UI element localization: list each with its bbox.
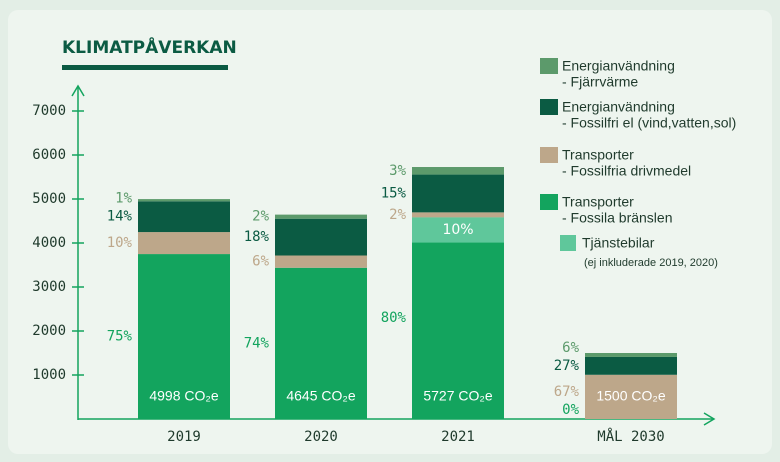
- total-label: 5727 CO₂e: [423, 388, 492, 404]
- bar-segment: [138, 201, 230, 233]
- overlay-label: 10%: [442, 222, 473, 238]
- legend-detail: - Fossila bränslen: [562, 210, 673, 226]
- x-tick-label: 2021: [441, 429, 475, 445]
- bar-segment: [412, 167, 504, 175]
- percent-label: 10%: [107, 235, 133, 251]
- percent-label: 2%: [252, 209, 269, 225]
- bar-segment: [412, 217, 504, 419]
- legend-detail: (ej inkluderade 2019, 2020): [584, 257, 718, 269]
- percent-label: 6%: [252, 254, 269, 270]
- legend-swatch: [540, 58, 558, 74]
- percent-label: 74%: [244, 335, 270, 351]
- x-tick-label: 2019: [167, 429, 201, 445]
- y-tick-label: 3000: [32, 279, 66, 295]
- y-tick-label: 4000: [32, 235, 66, 251]
- y-tick-label: 6000: [32, 147, 66, 163]
- y-tick-label: 7000: [32, 103, 66, 119]
- percent-label: 67%: [554, 384, 580, 400]
- percent-label: 1%: [115, 191, 132, 207]
- percent-label: 80%: [381, 310, 407, 326]
- total-label: 4645 CO₂e: [286, 388, 355, 404]
- y-tick-label: 5000: [32, 191, 66, 207]
- percent-label: 6%: [562, 340, 579, 356]
- x-tick-label: 2020: [304, 429, 338, 445]
- percent-label: 75%: [107, 329, 133, 345]
- bar-segment: [585, 356, 677, 375]
- x-tick-label: MÅL 2030: [597, 428, 664, 445]
- legend-detail: - Fjärrvärme: [562, 74, 638, 90]
- percent-label: 3%: [389, 163, 406, 179]
- bar-segment: [138, 232, 230, 255]
- bar-segment: [275, 214, 367, 219]
- percent-label: 2%: [389, 207, 406, 223]
- bar-segment: [275, 255, 367, 268]
- bar-segment: [412, 212, 504, 218]
- bar-overlay: [412, 217, 504, 243]
- percent-label: 0%: [562, 402, 579, 418]
- total-label: 1500 CO₂e: [596, 388, 665, 404]
- percent-label: 14%: [107, 209, 133, 225]
- bar-segment: [585, 353, 677, 357]
- y-arrow: [71, 84, 85, 97]
- total-label: 4998 CO₂e: [149, 388, 218, 404]
- legend-swatch: [560, 235, 576, 251]
- bar-segment: [585, 374, 677, 419]
- legend-detail: - Fossilfria drivmedel: [562, 163, 691, 179]
- bar-segment: [138, 254, 230, 419]
- bar-segment: [138, 199, 230, 202]
- percent-label: 27%: [554, 358, 580, 374]
- bar-segment: [275, 218, 367, 256]
- percent-label: 18%: [244, 229, 270, 245]
- legend-swatch: [540, 147, 558, 163]
- chart-title: KLIMATPÅVERKAN: [62, 35, 237, 58]
- legend-swatch: [540, 99, 558, 115]
- y-tick-label: 2000: [32, 323, 66, 339]
- y-tick-label: 1000: [32, 367, 66, 383]
- percent-label: 15%: [381, 185, 407, 201]
- bar-segment: [275, 267, 367, 419]
- legend-name: Energianvändning: [562, 99, 675, 115]
- legend-detail: - Fossilfri el (vind,vatten,sol): [562, 115, 736, 131]
- legend-name: Transporter: [562, 194, 634, 210]
- bar-segment: [412, 174, 504, 213]
- legend-name: Transporter: [562, 147, 634, 163]
- legend-name: Energianvändning: [562, 58, 675, 74]
- x-arrow: [703, 412, 716, 426]
- legend-name: Tjänstebilar: [582, 235, 655, 251]
- title-underline: [62, 65, 228, 70]
- legend-swatch: [540, 194, 558, 210]
